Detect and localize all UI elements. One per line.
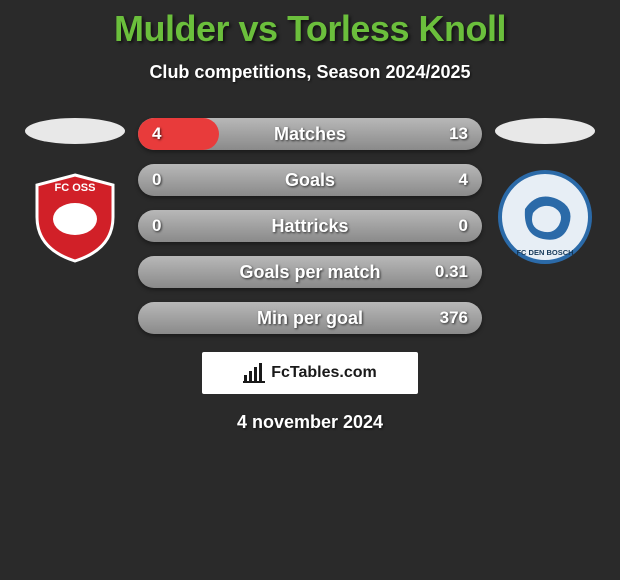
oval-shadow-right bbox=[495, 118, 595, 144]
stat-label: Hattricks bbox=[198, 216, 422, 237]
crest-left-icon: FC OSS bbox=[27, 169, 123, 265]
snapshot-date: 4 november 2024 bbox=[0, 412, 620, 433]
club-crest-right: FC DEN BOSCH bbox=[497, 169, 593, 265]
bar-chart-icon bbox=[243, 363, 265, 383]
left-column: FC OSS bbox=[20, 118, 130, 265]
stat-right-value: 0.31 bbox=[422, 262, 482, 282]
club-crest-left: FC OSS bbox=[27, 169, 123, 265]
comparison-block: FC OSS 4Matches130Goals40Hattricks0Goals… bbox=[0, 118, 620, 334]
stat-left-value: 4 bbox=[138, 124, 198, 144]
attribution-text: FcTables.com bbox=[271, 364, 377, 382]
stat-right-value: 0 bbox=[422, 216, 482, 236]
stat-label: Goals per match bbox=[198, 262, 422, 283]
stat-right-value: 376 bbox=[422, 308, 482, 328]
stat-row: 0Goals4 bbox=[138, 164, 482, 196]
stat-label: Min per goal bbox=[198, 308, 422, 329]
stat-label: Matches bbox=[198, 124, 422, 145]
stat-right-value: 4 bbox=[422, 170, 482, 190]
attribution-badge: FcTables.com bbox=[202, 352, 418, 394]
page-title: Mulder vs Torless Knoll bbox=[0, 0, 620, 50]
stat-rows: 4Matches130Goals40Hattricks0Goals per ma… bbox=[130, 118, 490, 334]
stat-label: Goals bbox=[198, 170, 422, 191]
page-subtitle: Club competitions, Season 2024/2025 bbox=[0, 62, 620, 83]
stat-left-value: 0 bbox=[138, 170, 198, 190]
stat-row: Min per goal376 bbox=[138, 302, 482, 334]
crest-right-label: FC DEN BOSCH bbox=[516, 248, 573, 257]
crest-right-icon: FC DEN BOSCH bbox=[497, 169, 593, 265]
stat-row: 4Matches13 bbox=[138, 118, 482, 150]
oval-shadow-left bbox=[25, 118, 125, 144]
stat-row: 0Hattricks0 bbox=[138, 210, 482, 242]
stat-left-value: 0 bbox=[138, 216, 198, 236]
crest-left-label: FC OSS bbox=[55, 182, 96, 194]
stat-row: Goals per match0.31 bbox=[138, 256, 482, 288]
stat-right-value: 13 bbox=[422, 124, 482, 144]
right-column: FC DEN BOSCH bbox=[490, 118, 600, 265]
